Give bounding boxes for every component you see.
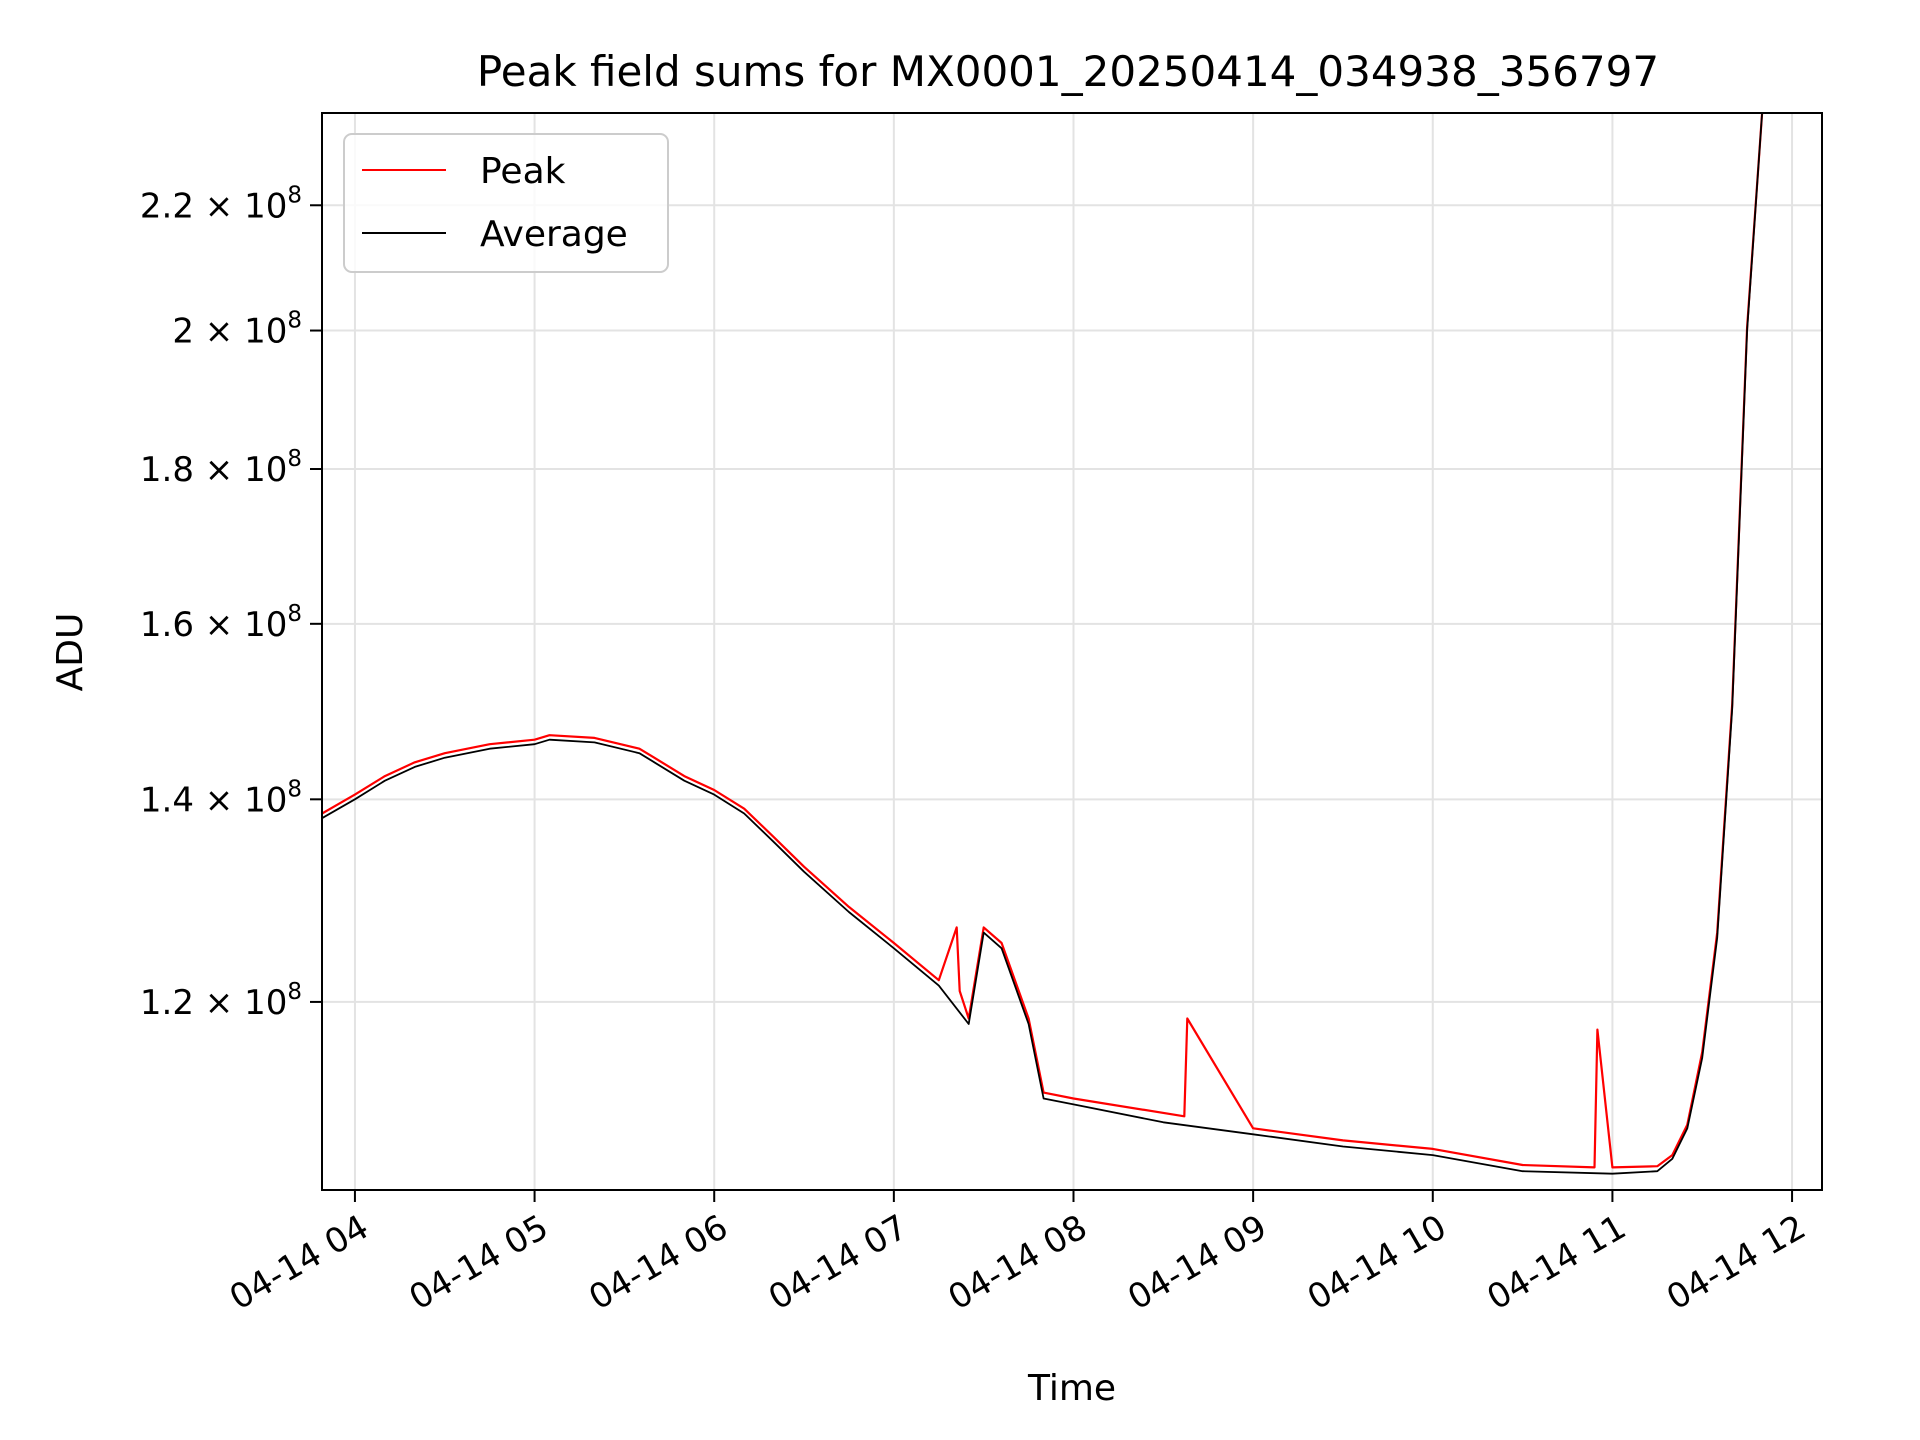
- axes-frame: [321, 112, 1823, 1191]
- legend-label-average: Average: [480, 214, 628, 255]
- x-axis-label: Time: [1027, 1368, 1116, 1409]
- y-tick-label: 1.2 × 108: [140, 979, 302, 1023]
- y-tick-label: 2.2 × 108: [140, 182, 302, 226]
- y-tick-label: 1.4 × 108: [140, 776, 302, 820]
- series-line-average: [322, 113, 1763, 1175]
- y-tick-label: 1.8 × 108: [140, 446, 302, 490]
- y-axis-label: ADU: [50, 613, 91, 692]
- chart-title: Peak field sums for MX0001_20250414_0349…: [477, 47, 1659, 96]
- series-layer: [322, 113, 1764, 1175]
- legend-box: [343, 133, 669, 273]
- grid: [322, 113, 1822, 1190]
- legend-label-peak: Peak: [480, 151, 566, 192]
- plot-area: [322, 113, 1764, 1175]
- y-tick-label: 2 × 108: [172, 308, 302, 352]
- legend: Peak Average: [343, 133, 669, 273]
- y-axis: 1.2 × 108 1.4 × 108 1.6 × 108 1.8 × 108 2 × …: [140, 182, 322, 1023]
- y-tick-label: 1.6 × 108: [140, 601, 302, 645]
